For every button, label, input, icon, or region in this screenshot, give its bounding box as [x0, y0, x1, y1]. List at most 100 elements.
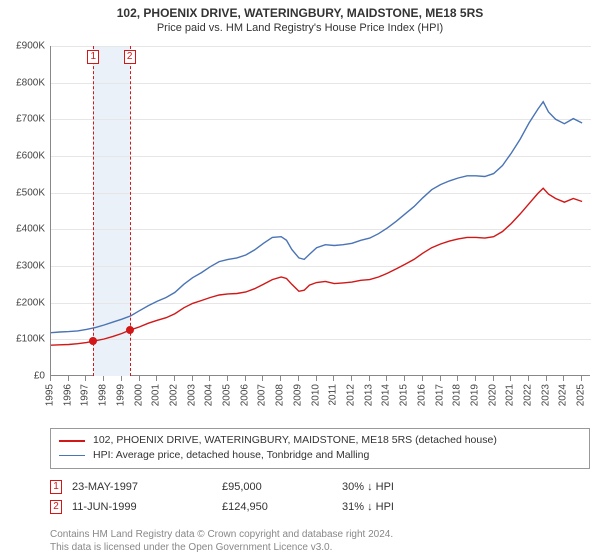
x-tick: [440, 376, 441, 381]
x-tick: [351, 376, 352, 381]
x-tick-label: 2008: [275, 384, 286, 406]
transaction-number-icon: 1: [50, 480, 62, 494]
legend-swatch-blue: [59, 455, 85, 456]
transaction-date: 23-MAY-1997: [72, 481, 222, 493]
x-tick-label: 2007: [257, 384, 268, 406]
x-tick-label: 2012: [345, 384, 356, 406]
y-tick-label: £0: [0, 371, 45, 382]
transaction-marker-dot: [89, 337, 97, 345]
x-tick: [262, 376, 263, 381]
y-tick-label: £100K: [0, 334, 45, 345]
x-tick-label: 2005: [222, 384, 233, 406]
title-block: 102, PHOENIX DRIVE, WATERINGBURY, MAIDST…: [0, 0, 600, 34]
x-tick: [457, 376, 458, 381]
legend-swatch-red: [59, 440, 85, 442]
x-tick-label: 1998: [98, 384, 109, 406]
chart-document: 102, PHOENIX DRIVE, WATERINGBURY, MAIDST…: [0, 0, 600, 560]
transaction-number-icon: 2: [50, 500, 62, 514]
x-tick-label: 2018: [452, 384, 463, 406]
x-tick: [493, 376, 494, 381]
x-tick-label: 2021: [505, 384, 516, 406]
x-tick-label: 1997: [80, 384, 91, 406]
y-tick-label: £800K: [0, 77, 45, 88]
transaction-row: 2 11-JUN-1999£124,95031% ↓ HPI: [50, 497, 590, 517]
transaction-date: 11-JUN-1999: [72, 501, 222, 513]
x-tick-label: 2009: [292, 384, 303, 406]
x-tick: [227, 376, 228, 381]
x-tick: [581, 376, 582, 381]
series-hpi: [51, 102, 582, 333]
x-tick-label: 2019: [469, 384, 480, 406]
x-tick-label: 1999: [115, 384, 126, 406]
x-tick: [369, 376, 370, 381]
x-tick: [528, 376, 529, 381]
x-tick-label: 2013: [363, 384, 374, 406]
x-tick: [563, 376, 564, 381]
x-tick-label: 2000: [133, 384, 144, 406]
x-tick: [139, 376, 140, 381]
title-sub: Price paid vs. HM Land Registry's House …: [0, 22, 600, 34]
x-tick-label: 2006: [239, 384, 250, 406]
x-tick: [510, 376, 511, 381]
footer-line: This data is licensed under the Open Gov…: [50, 541, 590, 554]
y-tick-label: £300K: [0, 261, 45, 272]
x-tick-label: 2017: [434, 384, 445, 406]
legend-row-hpi: HPI: Average price, detached house, Tonb…: [59, 448, 581, 463]
legend-and-transactions: 102, PHOENIX DRIVE, WATERINGBURY, MAIDST…: [50, 428, 590, 517]
x-tick-label: 2003: [186, 384, 197, 406]
transaction-marker-number: 1: [87, 50, 99, 64]
legend-row-property: 102, PHOENIX DRIVE, WATERINGBURY, MAIDST…: [59, 433, 581, 448]
attribution-footer: Contains HM Land Registry data © Crown c…: [50, 528, 590, 554]
x-tick: [298, 376, 299, 381]
x-tick-label: 2025: [576, 384, 587, 406]
x-tick: [386, 376, 387, 381]
transaction-marker-number: 2: [124, 50, 136, 64]
price-chart: 12 £0£100K£200K£300K£400K£500K£600K£700K…: [50, 46, 590, 416]
x-tick: [68, 376, 69, 381]
series-property: [51, 188, 582, 345]
x-tick-label: 1996: [62, 384, 73, 406]
x-tick: [103, 376, 104, 381]
x-tick: [50, 376, 51, 381]
x-tick: [245, 376, 246, 381]
x-tick-label: 2015: [399, 384, 410, 406]
x-tick: [174, 376, 175, 381]
x-tick: [209, 376, 210, 381]
x-tick-label: 2011: [328, 384, 339, 406]
y-tick-label: £900K: [0, 41, 45, 52]
transaction-delta: 31% ↓ HPI: [342, 501, 462, 513]
y-tick-label: £500K: [0, 187, 45, 198]
x-tick: [422, 376, 423, 381]
x-tick: [546, 376, 547, 381]
transaction-row: 123-MAY-1997£95,00030% ↓ HPI: [50, 477, 590, 497]
x-tick: [192, 376, 193, 381]
x-tick-label: 2016: [416, 384, 427, 406]
x-tick-label: 1995: [45, 384, 56, 406]
legend-label: HPI: Average price, detached house, Tonb…: [93, 448, 369, 463]
y-tick-label: £400K: [0, 224, 45, 235]
y-tick-label: £600K: [0, 151, 45, 162]
legend-box: 102, PHOENIX DRIVE, WATERINGBURY, MAIDST…: [50, 428, 590, 469]
x-tick-label: 2004: [204, 384, 215, 406]
x-tick-label: 2022: [523, 384, 534, 406]
x-tick: [280, 376, 281, 381]
transaction-marker-dot: [126, 326, 134, 334]
x-tick-label: 2010: [310, 384, 321, 406]
x-tick-label: 2020: [487, 384, 498, 406]
x-tick-label: 2023: [540, 384, 551, 406]
transaction-price: £124,950: [222, 501, 342, 513]
transaction-delta: 30% ↓ HPI: [342, 481, 462, 493]
x-tick-label: 2024: [558, 384, 569, 406]
transactions-table: 123-MAY-1997£95,00030% ↓ HPI211-JUN-1999…: [50, 477, 590, 517]
footer-line: Contains HM Land Registry data © Crown c…: [50, 528, 590, 541]
y-tick-label: £200K: [0, 297, 45, 308]
y-tick-label: £700K: [0, 114, 45, 125]
x-tick-label: 2014: [381, 384, 392, 406]
title-main: 102, PHOENIX DRIVE, WATERINGBURY, MAIDST…: [0, 6, 600, 20]
x-tick-label: 2001: [151, 384, 162, 406]
x-tick: [85, 376, 86, 381]
x-tick-label: 2002: [168, 384, 179, 406]
plot-area: 12: [50, 46, 590, 376]
x-tick: [475, 376, 476, 381]
x-tick: [333, 376, 334, 381]
